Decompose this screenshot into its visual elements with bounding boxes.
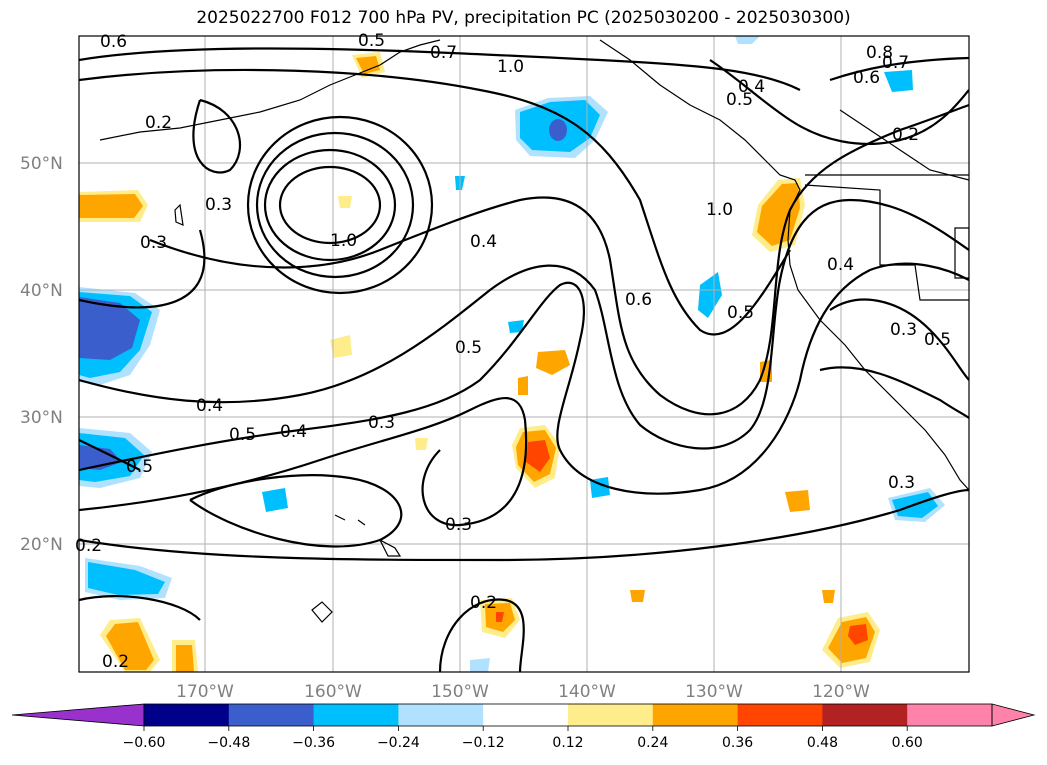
precip-positive-area	[415, 438, 428, 450]
lat-label: 30°N	[20, 408, 63, 428]
colorbar-tick-label: 0.12	[552, 735, 583, 751]
contour-label: 1.0	[497, 57, 524, 77]
contour-label: 1.0	[330, 231, 357, 251]
lon-label: 140°W	[558, 682, 616, 702]
colorbar-tick-label: 0.36	[722, 735, 753, 751]
precip-positive-area	[356, 56, 380, 74]
lat-label: 50°N	[20, 154, 63, 174]
contour-label: 0.3	[890, 320, 917, 340]
contour-label: 0.5	[726, 90, 753, 110]
precip-negative-area	[549, 119, 567, 141]
contour-label: 0.4	[196, 396, 223, 416]
precip-positive-area	[822, 590, 835, 603]
contour-label: 0.3	[140, 233, 167, 253]
lon-label: 120°W	[812, 682, 870, 702]
colorbar-tick-label: −0.36	[292, 735, 335, 751]
colorbar-tick-label: 0.24	[637, 735, 668, 751]
colorbar-segment	[313, 704, 399, 726]
pv-contours	[79, 47, 969, 672]
precip-positive-area	[330, 335, 352, 358]
contour-label: 0.2	[102, 652, 129, 672]
contour-label: 1.0	[706, 200, 733, 220]
precip-positive-area	[496, 612, 504, 622]
contour-label: 0.3	[368, 413, 395, 433]
lon-label: 150°W	[431, 682, 489, 702]
contour-label: 0.2	[892, 125, 919, 145]
lon-label: 160°W	[304, 682, 362, 702]
precip-negative-area	[79, 297, 140, 360]
contour-label: 0.6	[625, 290, 652, 310]
colorbar-extend-high	[991, 703, 1036, 727]
colorbar-segment	[398, 704, 484, 726]
precip-negative-area	[735, 36, 760, 44]
colorbar-tick-label: −0.12	[462, 735, 505, 751]
contour-label: 0.5	[358, 31, 385, 51]
precip-negative-area	[508, 320, 524, 333]
colorbar-tick-label: −0.48	[207, 735, 250, 751]
map-frame	[78, 35, 970, 673]
colorbar-segment	[144, 704, 230, 726]
precip-negative-area	[88, 562, 165, 595]
contour-label: 0.2	[145, 113, 172, 133]
precip-positive-area	[785, 490, 810, 512]
contour-label: 0.7	[430, 43, 457, 63]
colorbar-tick-label: 0.48	[807, 735, 838, 751]
colorbar-segment	[228, 704, 315, 726]
precip-positive-area	[848, 624, 868, 645]
precip-positive-area	[79, 194, 143, 218]
colorbar-segment	[568, 704, 654, 726]
colorbar-extend-low	[11, 703, 145, 727]
contour-label: 0.5	[126, 457, 153, 477]
precip-positive-area	[176, 645, 194, 672]
precip-positive-area	[518, 376, 528, 395]
colorbar-tick-label: −0.24	[377, 735, 420, 751]
colorbar-segment	[483, 704, 569, 726]
contour-label: 0.8	[866, 43, 893, 63]
contour-labels: 0.6 0.5 0.7 1.0 0.8 0.7 0.6 0.4 0.5 0.2 …	[75, 31, 951, 672]
colorbar-segment	[652, 704, 739, 726]
precip-positive-area	[106, 622, 154, 670]
colorbar-segment	[907, 704, 992, 726]
contour-label: 0.2	[75, 536, 102, 556]
colorbar-tick-label: −0.60	[123, 735, 166, 751]
contour-label: 0.3	[888, 473, 915, 493]
precip-negative-area	[884, 70, 913, 92]
lon-label: 170°W	[176, 682, 234, 702]
precip-negative-area	[470, 658, 490, 672]
contour-label: 0.4	[827, 255, 854, 275]
precip-positive-area	[526, 440, 550, 472]
precip-positive-area	[536, 350, 570, 375]
contour-label: 0.5	[455, 338, 482, 358]
precip-positive-area	[338, 196, 352, 208]
contour-label: 0.5	[924, 330, 951, 350]
contour-label: 0.4	[280, 422, 307, 442]
longitude-labels: 170°W 160°W 150°W 140°W 130°W 120°W	[176, 682, 870, 702]
precip-negative-area	[698, 272, 722, 318]
map-title: 2025022700 F012 700 hPa PV, precipitatio…	[196, 8, 851, 28]
lon-label: 130°W	[685, 682, 743, 702]
colorbar-segment	[822, 704, 908, 726]
contour-label: 0.7	[882, 53, 909, 73]
contour-label: 0.6	[853, 68, 880, 88]
precip-positive-area	[630, 590, 645, 602]
contour-label: 0.6	[100, 32, 127, 52]
contour-label: 0.5	[229, 425, 256, 445]
colorbar-segment	[737, 704, 823, 726]
contour-label: 0.3	[445, 515, 472, 535]
colorbar: −0.60 −0.48 −0.36 −0.24 −0.12 0.12 0.24 0.36 0.4…	[11, 703, 1036, 751]
precip-negative-area	[262, 488, 288, 512]
contour-label: 0.4	[470, 232, 497, 252]
contour-label: 0.2	[470, 593, 497, 613]
latitude-labels: 50°N 40°N 30°N 20°N	[20, 154, 63, 555]
precipitation-shading	[79, 36, 945, 672]
lat-label: 20°N	[20, 535, 63, 555]
coastlines	[99, 39, 969, 623]
lat-label: 40°N	[20, 281, 63, 301]
contour-label: 0.5	[727, 303, 754, 323]
contour-label: 0.4	[738, 77, 765, 97]
contour-label: 0.3	[205, 195, 232, 215]
colorbar-tick-label: 0.60	[892, 735, 923, 751]
graticule	[79, 36, 969, 672]
